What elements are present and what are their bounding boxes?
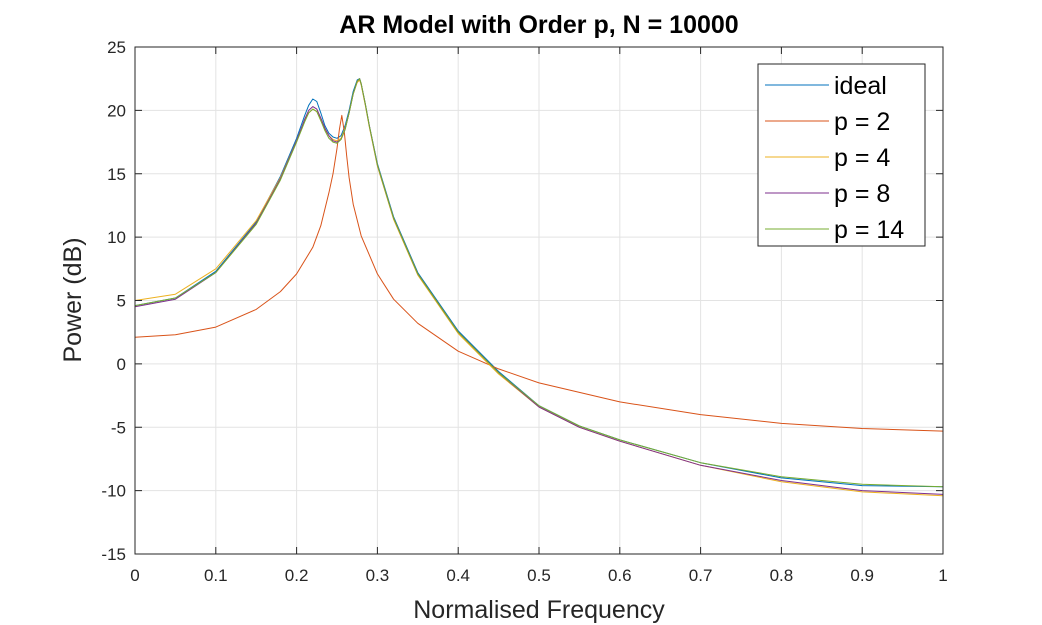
- legend-items: ideal p = 2 p = 4 p = 8 p = 14: [765, 72, 904, 244]
- x-tick-label: 0.6: [608, 566, 632, 585]
- x-tick-label: 0.5: [527, 566, 551, 585]
- legend-label-4: p = 8: [834, 180, 890, 208]
- series-line-2: [134, 114, 944, 432]
- y-tick-label: 15: [107, 165, 126, 184]
- x-tick-label: 0: [130, 566, 139, 585]
- series-line-5: [134, 78, 944, 488]
- x-axis-label: Normalised Frequency: [413, 596, 665, 624]
- y-tick-label: 0: [117, 355, 126, 374]
- axis-ticks: 0 0.1 0.2 0.3 0.4 0.5 0.6 0.7 0.8 0.9 1 -15 -10 -5 0 5 1…: [101, 38, 947, 585]
- y-tick-label: 10: [107, 228, 126, 247]
- legend: ideal p = 2 p = 4 p = 8 p = 14: [757, 63, 926, 247]
- y-tick-label: 25: [107, 38, 126, 57]
- y-tick-label: 5: [117, 292, 126, 311]
- y-tick-label: -5: [111, 418, 126, 437]
- legend-label-3: p = 4: [834, 144, 890, 172]
- legend-label-1: ideal: [834, 72, 887, 100]
- x-tick-label: 0.1: [204, 566, 228, 585]
- x-tick-label: 0.2: [285, 566, 309, 585]
- legend-label-2: p = 2: [834, 108, 890, 136]
- x-tick-label: 0.9: [850, 566, 874, 585]
- y-tick-label: -15: [101, 545, 126, 564]
- x-tick-label: 1: [938, 566, 947, 585]
- x-tick-label: 0.3: [366, 566, 390, 585]
- x-tick-label: 0.8: [770, 566, 794, 585]
- x-tick-label: 0.7: [689, 566, 713, 585]
- y-axis-label: Power (dB): [59, 237, 87, 362]
- x-tick-label: 0.4: [446, 566, 470, 585]
- legend-box: [757, 63, 926, 247]
- series-layer: [134, 78, 944, 497]
- legend-label-5: p = 14: [834, 216, 904, 244]
- y-tick-label: 20: [107, 101, 126, 120]
- y-tick-label: -10: [101, 482, 126, 501]
- chart-title: AR Model with Order p, N = 10000: [339, 11, 738, 39]
